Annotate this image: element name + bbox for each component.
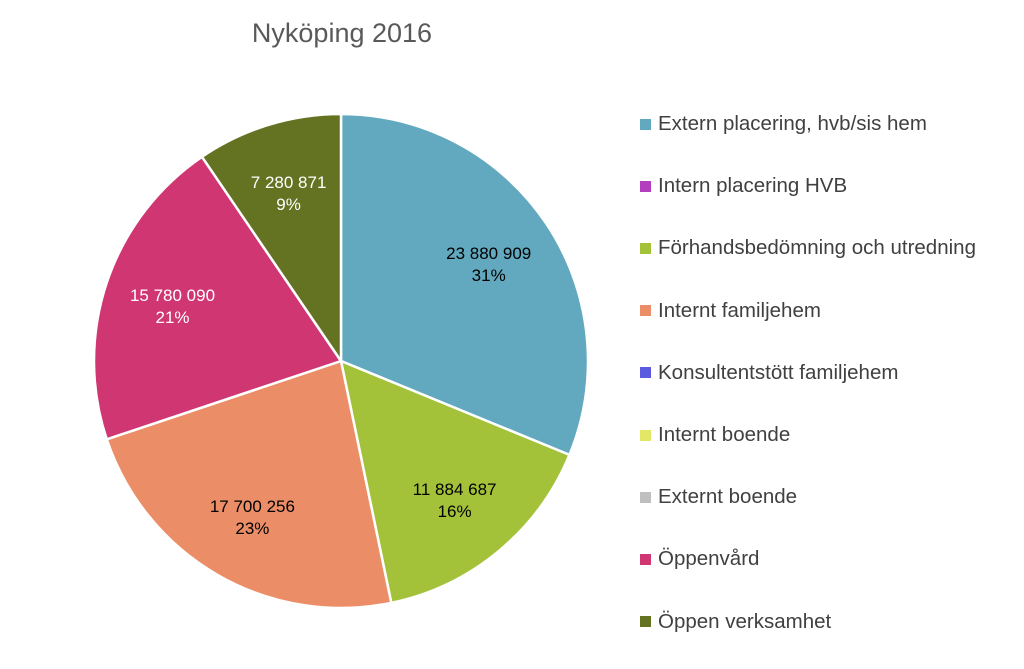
legend-swatch [640,367,651,379]
legend-label: Konsultentstött familjehem [658,360,899,384]
legend-label: Öppen verksamhet [658,609,832,633]
legend-item-externt-boende: Externt boende [640,466,976,528]
legend-item-internt-familjehem: Internt familjehem [640,280,976,342]
data-label-value: 23 880 909 [446,244,531,263]
data-label-percent: 16% [438,502,472,521]
legend-swatch [640,616,651,628]
legend-label: Förhandsbedömning och utredning [658,236,976,260]
pie-slice-oppen-verksamhet [200,112,343,366]
chart-title: Nyköping 2016 [251,18,433,48]
data-label-oppen-verksamhet: 7 280 871 9% [251,173,327,214]
data-label-percent: 9% [276,195,301,214]
pie-slice-internt-familjehem [105,359,393,610]
legend-swatch [640,242,651,254]
legend-swatch [640,491,651,503]
legend-label: Öppenvård [658,547,760,571]
legend-label: Intern placering HVB [658,174,848,198]
data-label-forhandsbedomning-och-utredning: 11 884 687 16% [413,480,497,521]
pie-plot-area: 23 880 909 31%11 884 687 16%17 700 256 23%1… [92,112,590,610]
data-label-oppenvard: 15 780 090 21% [130,286,215,327]
chart-legend: Extern placering, hvb/sis hem Intern plac… [640,93,976,653]
legend-swatch [640,305,651,317]
legend-label: Internt familjehem [658,298,821,322]
legend-item-oppenvard: Öppenvård [640,528,976,590]
legend-swatch [640,118,651,130]
legend-item-extern-placering-hvb-sis-hem: Extern placering, hvb/sis hem [640,93,976,155]
legend-item-konsultentstott-familjehem: Konsultentstött familjehem [640,342,976,404]
legend-swatch [640,180,651,192]
data-label-value: 7 280 871 [251,173,327,192]
legend-swatch [640,429,651,441]
data-label-percent: 21% [155,308,189,327]
data-label-value: 15 780 090 [130,286,215,305]
legend-swatch [640,553,651,565]
legend-item-oppen-verksamhet: Öppen verksamhet [640,591,976,653]
data-label-value: 17 700 256 [210,497,295,516]
legend-label: Externt boende [658,485,798,509]
data-label-value: 11 884 687 [413,480,497,499]
data-label-percent: 31% [472,266,506,285]
legend-item-forhandsbedomning-och-utredning: Förhandsbedömning och utredning [640,217,976,279]
legend-label: Internt boende [658,423,791,447]
pie-slice-extern-placering-hvb-sis-hem [339,112,590,457]
data-label-percent: 23% [235,519,269,538]
legend-label: Extern placering, hvb/sis hem [658,112,927,136]
data-label-extern-placering-hvb-sis-hem: 23 880 909 31% [446,244,531,285]
data-label-internt-familjehem: 17 700 256 23% [210,497,295,538]
pie-slice-forhandsbedomning-och-utredning [339,358,572,605]
pie-slice-oppenvard [92,155,343,441]
legend-item-internt-boende: Internt boende [640,404,976,466]
legend-item-intern-placering-hvb: Intern placering HVB [640,155,976,217]
